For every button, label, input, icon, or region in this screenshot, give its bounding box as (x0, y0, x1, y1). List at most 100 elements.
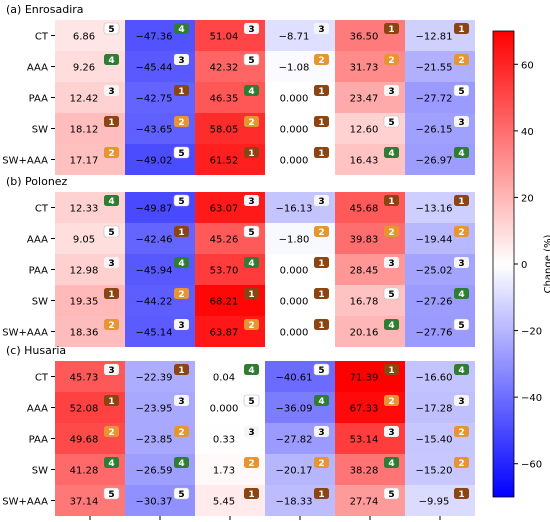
rank-badge (314, 257, 329, 268)
rank-badge (244, 288, 259, 299)
cell-value-label: 0.000 (280, 328, 309, 339)
cell-value-label: −44.22 (135, 297, 172, 308)
rank-badge-label: 1 (178, 87, 184, 97)
rank-badge (454, 426, 469, 437)
cell-value-label: 9.05 (73, 235, 95, 246)
rank-badge (454, 195, 469, 206)
rank-badge (174, 54, 189, 65)
rank-badge-label: 5 (458, 87, 464, 97)
cell-value-label: 6.86 (73, 32, 95, 43)
cell-value-label: 12.33 (70, 204, 99, 215)
cell-value-label: 71.39 (350, 373, 379, 384)
row-label: SW (32, 125, 48, 136)
rank-badge-label: 1 (318, 118, 324, 128)
rank-badge-label: 1 (248, 490, 254, 500)
rank-badge (104, 457, 119, 468)
rank-badge-label: 3 (318, 25, 324, 35)
rank-badge (174, 23, 189, 34)
cell-value-label: 53.14 (350, 435, 379, 446)
rank-badge-label: 2 (248, 118, 254, 128)
rank-badge-label: 1 (388, 25, 394, 35)
row-label: SW+AAA (2, 328, 48, 339)
cell-value-label: −21.55 (415, 63, 452, 74)
rank-badge (174, 395, 189, 406)
row-label: SW+AAA (2, 156, 48, 167)
rank-badge (383, 287, 400, 300)
cell-value-label: −26.59 (135, 466, 172, 477)
rank-badge-label: 5 (388, 290, 394, 300)
cell-value-label: 16.78 (350, 297, 379, 308)
rank-badge-label: 2 (388, 397, 394, 407)
rank-badge (244, 488, 259, 499)
rank-badge (243, 53, 260, 66)
rank-badge-label: 2 (388, 56, 394, 66)
cell-value-label: 67.33 (350, 404, 379, 415)
row-label: CT (35, 204, 49, 215)
rank-badge (314, 319, 329, 330)
rank-badge (314, 457, 329, 468)
rank-badge (384, 457, 399, 468)
panel: (a) Enrosadira CT 6.86 5 −47.36 4 51.04 3 −8.71 3… (2, 3, 475, 175)
rank-badge-label: 1 (458, 197, 464, 207)
rank-badge-label: 1 (458, 25, 464, 35)
rank-badge-label: 5 (178, 490, 184, 500)
rank-badge (104, 257, 119, 268)
rank-badge (384, 426, 399, 437)
rank-badge-label: 3 (178, 321, 184, 331)
cell-value-label: −15.20 (415, 466, 452, 477)
cell-value-label: 12.42 (70, 94, 99, 105)
rank-badge-label: 4 (178, 25, 184, 35)
colorbar-tick-label: 60 (521, 60, 534, 71)
cell-value-label: 19.35 (70, 297, 99, 308)
rank-badge-label: 4 (318, 397, 324, 407)
rank-badge-label: 1 (388, 366, 394, 376)
rank-badge-label: 2 (458, 459, 464, 469)
cell-value-label: 39.83 (350, 235, 379, 246)
rank-badge (103, 487, 120, 500)
rank-badge (454, 288, 469, 299)
cell-value-label: 61.52 (210, 156, 239, 167)
rank-badge (314, 426, 329, 437)
colorbar-label: Change (%) (543, 235, 550, 294)
rank-badge-label: 1 (318, 290, 324, 300)
rank-badge-label: 1 (388, 197, 394, 207)
rank-badge-label: 4 (248, 87, 254, 97)
rank-badge-label: 1 (458, 490, 464, 500)
rank-badge (173, 487, 190, 500)
rank-badge (383, 487, 400, 500)
rank-badge-label: 2 (458, 56, 464, 66)
cell-value-label: 17.17 (70, 156, 99, 167)
cell-value-label: −26.15 (415, 125, 452, 136)
cell-value-label: 37.14 (70, 497, 99, 508)
rank-badge-label: 3 (318, 428, 324, 438)
rank-badge (174, 364, 189, 375)
rank-badge-label: 4 (458, 366, 464, 376)
rank-badge (384, 395, 399, 406)
rank-badge (104, 54, 119, 65)
rank-badge (104, 426, 119, 437)
rank-badge (454, 395, 469, 406)
cell-value-label: −45.94 (135, 266, 172, 277)
rank-badge (174, 426, 189, 437)
panel: (b) Polonez CT 12.33 4 −49.87 5 63.07 3 −16.13 3 4… (2, 175, 475, 347)
rank-badge (104, 195, 119, 206)
cell-value-label: −49.02 (135, 156, 172, 167)
cell-value-label: −1.80 (279, 235, 310, 246)
row-label: AAA (27, 235, 48, 246)
rank-badge-label: 4 (108, 459, 114, 469)
cell-value-label: 27.74 (350, 497, 379, 508)
cell-value-label: 45.26 (210, 235, 239, 246)
rank-badge-label: 3 (108, 259, 114, 269)
rank-badge-label: 3 (178, 56, 184, 66)
cell-value-label: −27.72 (415, 94, 452, 105)
rank-badge (244, 23, 259, 34)
colorbar: 60 40 20 0 −20 −40 −60 Change (%) (492, 30, 550, 498)
rank-badge (384, 23, 399, 34)
rank-badge (384, 195, 399, 206)
cell-value-label: 1.73 (213, 466, 235, 477)
cell-value-label: 36.50 (350, 32, 379, 43)
panel-title: (a) Enrosadira (6, 3, 84, 16)
rank-badge (244, 257, 259, 268)
rank-badge-label: 3 (458, 397, 464, 407)
rank-badge-label: 2 (248, 459, 254, 469)
